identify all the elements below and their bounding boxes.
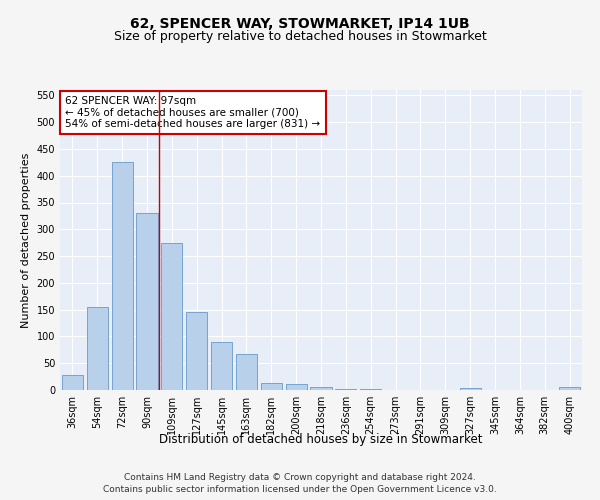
Bar <box>310 388 332 390</box>
Text: Size of property relative to detached houses in Stowmarket: Size of property relative to detached ho… <box>113 30 487 43</box>
Bar <box>286 384 307 390</box>
Text: 62, SPENCER WAY, STOWMARKET, IP14 1UB: 62, SPENCER WAY, STOWMARKET, IP14 1UB <box>130 18 470 32</box>
Y-axis label: Number of detached properties: Number of detached properties <box>21 152 31 328</box>
Bar <box>112 162 133 390</box>
Bar <box>136 213 158 390</box>
Bar <box>559 388 580 390</box>
Bar <box>236 354 257 390</box>
Bar <box>261 382 282 390</box>
Bar <box>62 375 83 390</box>
Text: Distribution of detached houses by size in Stowmarket: Distribution of detached houses by size … <box>159 432 483 446</box>
Text: 62 SPENCER WAY: 97sqm
← 45% of detached houses are smaller (700)
54% of semi-det: 62 SPENCER WAY: 97sqm ← 45% of detached … <box>65 96 320 129</box>
Bar <box>211 342 232 390</box>
Bar <box>161 242 182 390</box>
Bar <box>87 307 108 390</box>
Bar <box>460 388 481 390</box>
Bar <box>186 312 207 390</box>
Text: Contains HM Land Registry data © Crown copyright and database right 2024.: Contains HM Land Registry data © Crown c… <box>124 472 476 482</box>
Text: Contains public sector information licensed under the Open Government Licence v3: Contains public sector information licen… <box>103 485 497 494</box>
